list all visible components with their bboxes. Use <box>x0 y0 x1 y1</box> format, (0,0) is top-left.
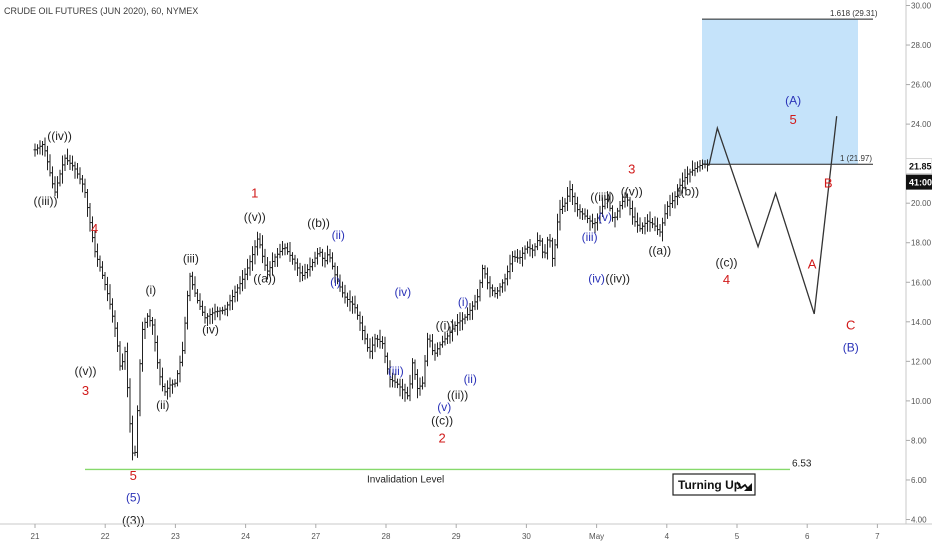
wave-label: (B) <box>843 340 859 354</box>
x-tick-label: 5 <box>735 532 740 541</box>
wave-label: ((c)) <box>431 414 453 428</box>
wave-label: 5 <box>130 468 137 483</box>
fib-1618-label: 1.618 (29.31) <box>830 9 878 18</box>
time-tag: 41:00 <box>909 178 932 188</box>
x-tick-label: 27 <box>311 532 320 541</box>
x-tick-label: 21 <box>31 532 40 541</box>
wave-label: C <box>846 318 855 333</box>
wave-label: (iv) <box>395 285 412 299</box>
target-zone-layer <box>702 19 858 165</box>
wave-label: (ii) <box>464 372 477 386</box>
wave-label: B <box>824 175 833 190</box>
y-tick-label: 20.00 <box>911 199 932 208</box>
chart-title: CRUDE OIL FUTURES (JUN 2020), 60, NYMEX <box>4 6 198 16</box>
target-zone-box <box>702 19 858 165</box>
wave-label: (ii) <box>332 228 345 242</box>
arrow-up-right-icon <box>736 481 752 491</box>
y-tick-label: 30.00 <box>911 2 932 11</box>
y-tick-label: 10.00 <box>911 397 932 406</box>
fib-1-label: 1 (21.97) <box>840 154 872 163</box>
wave-label: ((v)) <box>244 210 266 224</box>
price-tag-box <box>905 158 932 175</box>
x-tick-label: 29 <box>452 532 461 541</box>
y-tick-label: 14.00 <box>911 318 932 327</box>
wave-label: ((iv)) <box>47 129 72 143</box>
price-bars-layer <box>33 137 709 461</box>
wave-label: ((b)) <box>677 184 700 198</box>
y-tick-label: 28.00 <box>911 41 932 50</box>
y-tick-label: 6.00 <box>911 476 927 485</box>
wave-label: (iii) <box>388 364 404 378</box>
projection-layer <box>708 116 838 315</box>
wave-label: 3 <box>82 383 89 398</box>
reference-lines-layer: 1.618 (29.31) 1 (21.97) Invalidation Level… <box>85 9 878 485</box>
wave-label: (iv) <box>588 271 605 285</box>
wave-label: ((iii)) <box>590 190 614 204</box>
wave-label: 3 <box>628 162 635 177</box>
wave-label: 5 <box>790 112 797 127</box>
wave-label: ((v)) <box>75 364 97 378</box>
projection-path <box>708 116 838 315</box>
price-tag: 21.85 <box>909 162 932 172</box>
wave-label: (v) <box>598 210 612 224</box>
wave-label: (A) <box>785 93 801 107</box>
x-tick-label: 24 <box>241 532 250 541</box>
wave-label: ((ii)) <box>447 388 468 402</box>
wave-label: 1 <box>251 185 258 200</box>
wave-labels-layer: ((iv)) ((iii)) 4 ((v)) 3 5 (5) ((3)) (i) (ii) (iii… <box>34 93 859 527</box>
wave-label: (iii) <box>183 252 199 266</box>
x-tick-label: 7 <box>875 532 880 541</box>
wave-label: ((b)) <box>307 216 330 230</box>
wave-label: ((iii)) <box>34 194 58 208</box>
x-tick-label: 28 <box>382 532 391 541</box>
wave-label: (i) <box>458 295 469 309</box>
badge-label: Turning Up <box>678 478 741 492</box>
wave-label: ((a)) <box>648 244 671 258</box>
wave-label: 4 <box>91 221 98 236</box>
wave-label: ((3)) <box>122 513 145 527</box>
wave-label: ((a)) <box>253 271 276 285</box>
wave-label: (i) <box>145 283 156 297</box>
wave-label: ((i)) <box>436 319 455 333</box>
x-tick-label: 30 <box>522 532 531 541</box>
y-tick-label: 8.00 <box>911 436 927 445</box>
y-tick-label: 16.00 <box>911 278 932 287</box>
invalidation-value: 6.53 <box>792 458 812 469</box>
wave-label: (v) <box>437 400 451 414</box>
x-tick-label: May <box>589 532 604 541</box>
wave-label: (5) <box>126 491 141 505</box>
wave-label: (iv) <box>202 323 219 337</box>
x-tick-label: 23 <box>171 532 180 541</box>
x-tick-label: 22 <box>101 532 110 541</box>
x-tick-label: 6 <box>805 532 810 541</box>
y-tick-label: 12.00 <box>911 357 932 366</box>
wave-label: ((v)) <box>621 184 643 198</box>
invalidation-label: Invalidation Level <box>367 474 444 485</box>
wave-label: (i) <box>330 275 341 289</box>
wave-label: A <box>808 256 817 271</box>
wave-label: (iii) <box>582 230 598 244</box>
wave-label: ((iv)) <box>605 271 630 285</box>
y-tick-label: 24.00 <box>911 120 932 129</box>
wave-label: (ii) <box>156 398 169 412</box>
y-tick-label: 26.00 <box>911 81 932 90</box>
y-tick-label: 18.00 <box>911 239 932 248</box>
badge-frame <box>672 473 756 496</box>
turning-up-badge: Turning Up <box>672 473 756 496</box>
wave-label: 2 <box>439 430 446 445</box>
x-tick-label: 4 <box>665 532 670 541</box>
time-tag-box <box>906 174 932 190</box>
wave-label: ((c)) <box>715 255 737 269</box>
y-tick-label: 4.00 <box>911 516 927 525</box>
wave-label: 4 <box>723 272 730 287</box>
